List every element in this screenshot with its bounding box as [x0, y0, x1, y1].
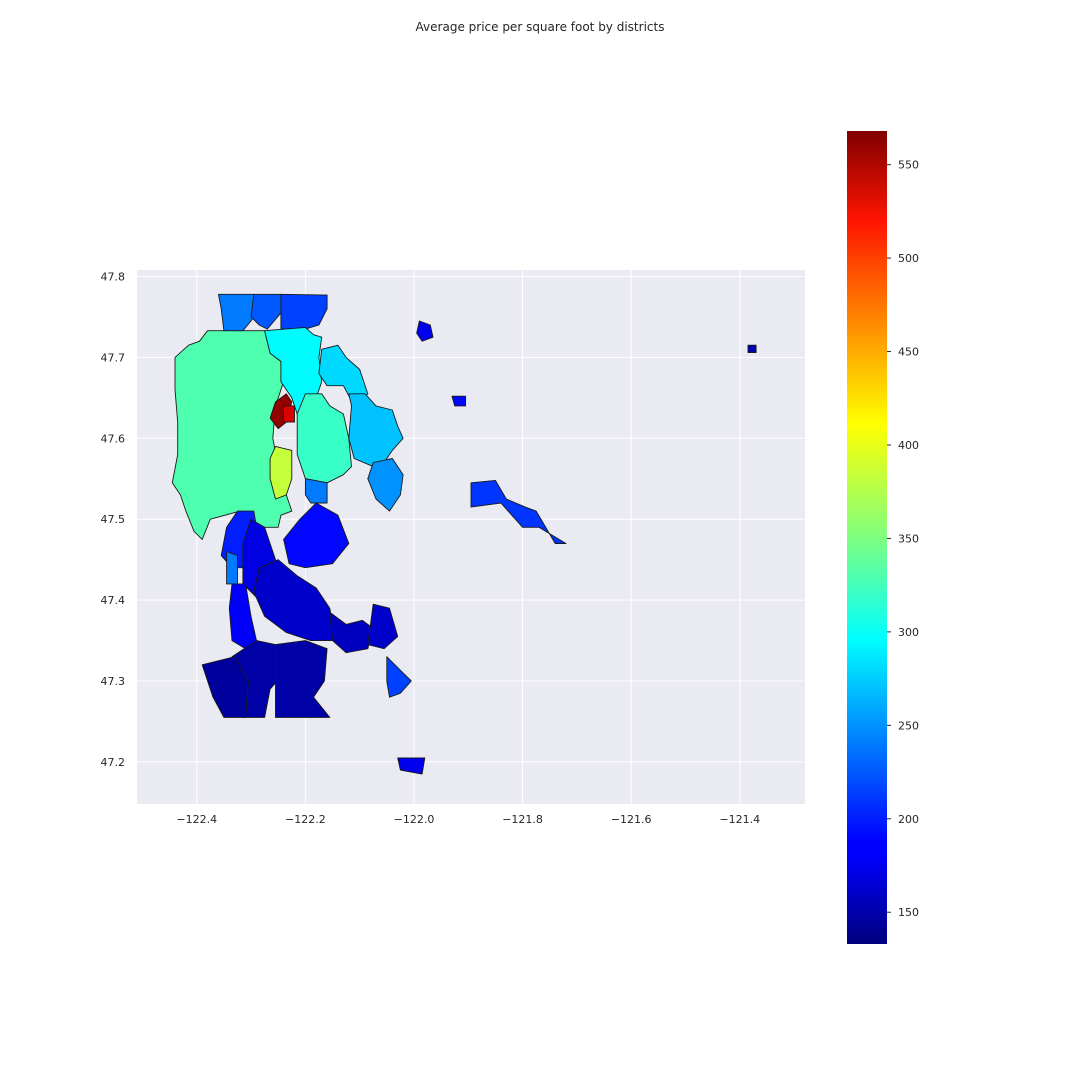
y-tick-label: 47.6: [101, 432, 126, 445]
colorbar: [847, 131, 887, 944]
y-tick-label: 47.5: [101, 513, 126, 526]
district-d29: [451, 395, 467, 407]
y-tick-label: 47.7: [101, 351, 126, 364]
y-tick-label: 47.8: [101, 270, 126, 283]
x-tick-label: −121.6: [611, 813, 652, 826]
district-d14: [283, 502, 350, 569]
district-d26: [397, 757, 426, 775]
colorbar-tick-label: 400: [898, 439, 919, 452]
district-d30: [747, 344, 757, 353]
chart-title: Average price per square foot by distric…: [415, 20, 665, 34]
y-axis-ticks: 47.2 47.3 47.4 47.5 47.6 47.7 47.8: [101, 270, 126, 768]
colorbar-ticks: 150 200 250 300 350 400 450 500 550: [887, 159, 919, 919]
district-d09: [269, 445, 293, 500]
colorbar-tick-label: 150: [898, 906, 919, 919]
district-d13: [304, 478, 328, 504]
x-axis-ticks: −122.4 −122.2 −122.0 −121.8 −121.6 −121.4: [176, 813, 760, 826]
colorbar-tick-label: 350: [898, 532, 919, 545]
x-tick-label: −121.4: [719, 813, 760, 826]
district-layer: [171, 293, 757, 775]
colorbar-tick-label: 200: [898, 813, 919, 826]
district-d11: [283, 405, 295, 423]
district-d23: [201, 656, 249, 718]
colorbar-tick-label: 300: [898, 626, 919, 639]
district-d25: [386, 656, 412, 698]
x-tick-label: −121.8: [502, 813, 543, 826]
colorbar-tick-label: 450: [898, 346, 919, 359]
y-tick-label: 47.2: [101, 756, 126, 769]
district-d12: [367, 458, 404, 512]
district-d28: [416, 320, 434, 342]
district-d08: [296, 393, 352, 484]
district-d16: [226, 551, 238, 585]
colorbar-tick-label: 550: [898, 159, 919, 172]
district-d27: [470, 479, 567, 544]
colorbar-tick-label: 500: [898, 252, 919, 265]
district-d24: [275, 640, 331, 718]
y-tick-label: 47.4: [101, 594, 126, 607]
y-tick-label: 47.3: [101, 675, 126, 688]
colorbar-tick-label: 250: [898, 719, 919, 732]
x-tick-label: −122.4: [176, 813, 217, 826]
x-tick-label: −122.0: [394, 813, 435, 826]
x-tick-label: −122.2: [285, 813, 326, 826]
district-d21: [367, 603, 399, 650]
